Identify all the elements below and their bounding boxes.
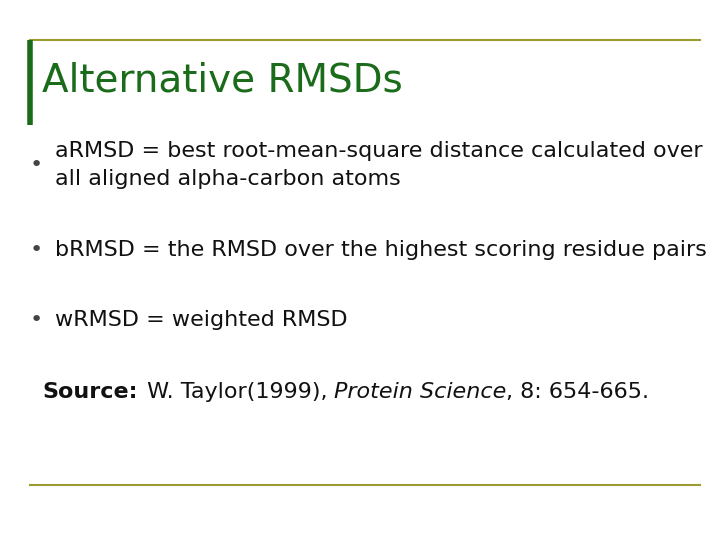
Text: W. Taylor(1999),: W. Taylor(1999), xyxy=(140,382,334,402)
Text: wRMSD = weighted RMSD: wRMSD = weighted RMSD xyxy=(55,310,348,330)
Text: •: • xyxy=(30,310,43,330)
Text: •: • xyxy=(30,240,43,260)
Text: aRMSD = best root-mean-square distance calculated over
all aligned alpha-carbon : aRMSD = best root-mean-square distance c… xyxy=(55,141,703,189)
Text: , 8: 654-665.: , 8: 654-665. xyxy=(506,382,649,402)
Text: •: • xyxy=(30,155,43,175)
Text: Protein Science: Protein Science xyxy=(334,382,506,402)
Text: Source:: Source: xyxy=(42,382,138,402)
Text: Alternative RMSDs: Alternative RMSDs xyxy=(42,61,402,99)
Text: bRMSD = the RMSD over the highest scoring residue pairs: bRMSD = the RMSD over the highest scorin… xyxy=(55,240,707,260)
